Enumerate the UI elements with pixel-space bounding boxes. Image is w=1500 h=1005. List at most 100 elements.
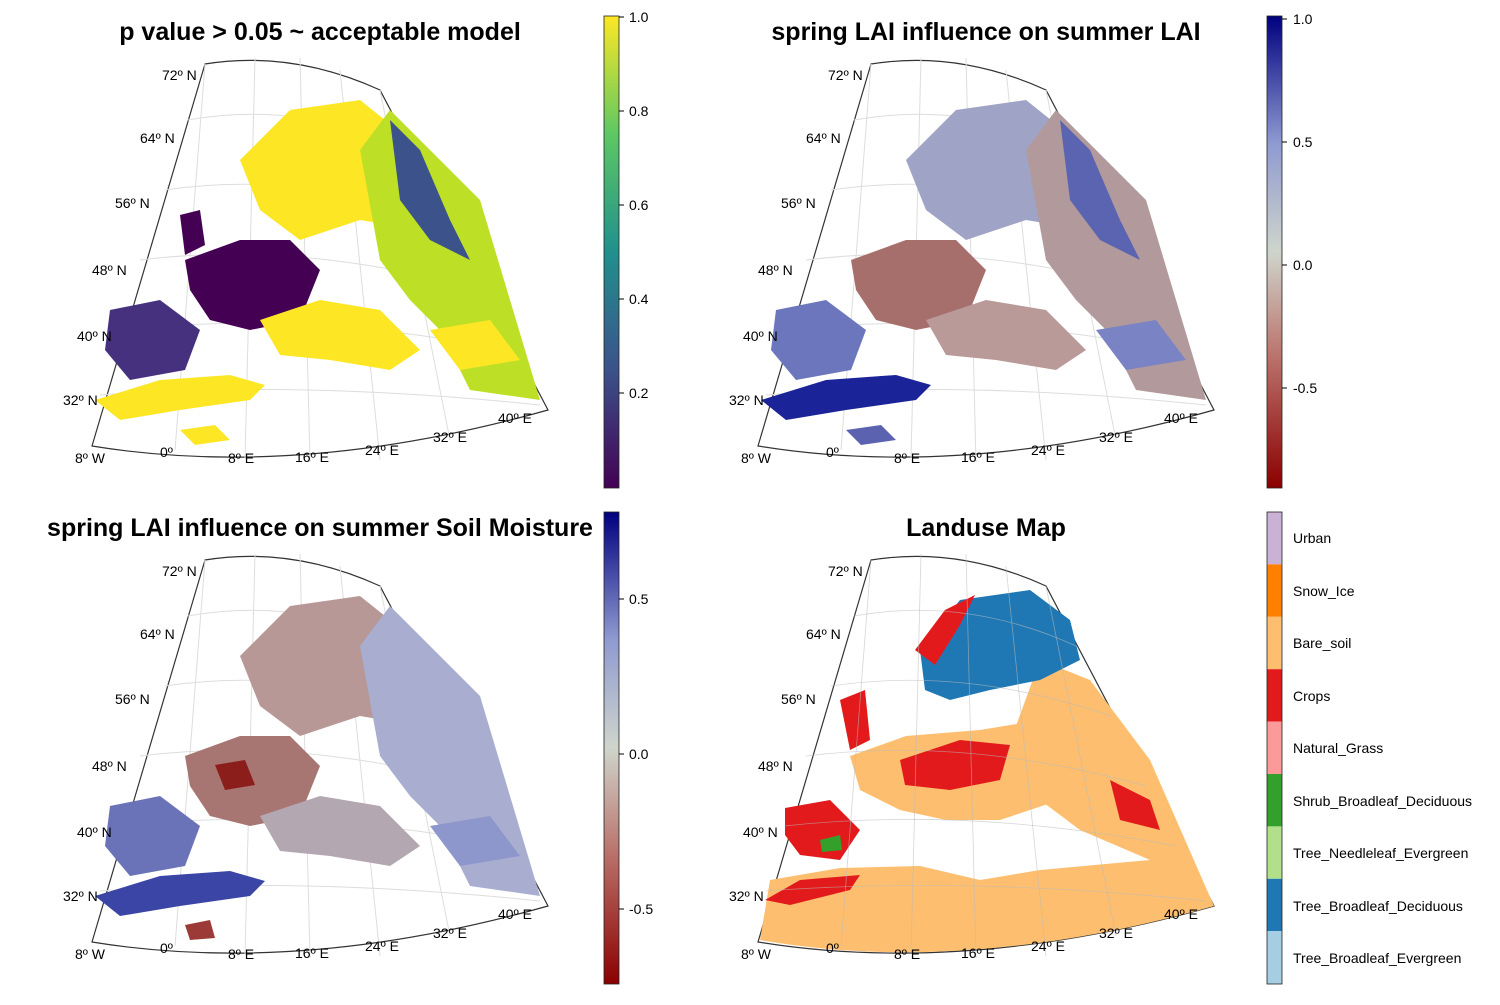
land-central: [185, 240, 320, 330]
lat-label: 48º N: [758, 262, 793, 278]
legend-label: Natural_Grass: [1293, 740, 1383, 756]
panel-lai-lai: spring LAI influence on summer LAI 72º N…: [729, 11, 1317, 489]
land-central-dark: [215, 760, 255, 790]
lat-label: 40º N: [77, 824, 112, 840]
lat-label: 64º N: [140, 626, 175, 642]
lat-labels: 72º N 64º N 56º N 48º N 40º N 32º N: [63, 563, 197, 904]
land-crops-africa: [765, 875, 860, 905]
land-africa-2: [180, 425, 230, 445]
lon-label: 16º E: [295, 449, 329, 465]
colorbar-tick-label: 0.6: [629, 197, 649, 213]
chart-title: p value > 0.05 ~ acceptable model: [119, 18, 521, 46]
land-south: [260, 300, 420, 370]
colorbar-tick-label: 0.0: [1293, 257, 1313, 273]
legend-label: Crops: [1293, 688, 1330, 704]
lon-label: 32º E: [433, 429, 467, 445]
lat-label: 40º N: [743, 328, 778, 344]
land-east-blue: [1060, 120, 1140, 260]
lon-label: 40º E: [1164, 906, 1198, 922]
lat-label: 48º N: [92, 262, 127, 278]
lon-labels: 8º W 0º 8º E 16º E 24º E 32º E 40º E: [741, 906, 1198, 962]
lon-label: 8º E: [228, 946, 254, 962]
lon-label: 16º E: [295, 945, 329, 961]
lon-label: 32º E: [433, 925, 467, 941]
land-south: [926, 300, 1086, 370]
lon-label: 8º W: [75, 946, 106, 962]
colorbar-tick-label: 0.4: [629, 291, 649, 307]
lon-label: 24º E: [1031, 938, 1065, 954]
lon-labels: 8º W 0º 8º E 16º E 24º E 32º E 40º E: [75, 410, 532, 466]
colorbar-tick-label: 0.5: [1293, 134, 1313, 150]
land-south: [260, 796, 420, 866]
colorbar-tick-label: 0.0: [629, 746, 649, 762]
legend-label: Tree_Broadleaf_Evergreen: [1293, 950, 1461, 966]
lat-label: 48º N: [92, 758, 127, 774]
colorbar-ticks: -0.5 0.0 0.5: [619, 591, 653, 917]
lat-label: 32º N: [63, 392, 98, 408]
legend-swatch: [1267, 774, 1282, 827]
landuse-legend: Urban Snow_Ice Bare_soil Crops Natural_G…: [1266, 511, 1472, 985]
legend-label: Tree_Broadleaf_Deciduous: [1293, 898, 1463, 914]
lat-label: 72º N: [162, 563, 197, 579]
colorbar-ticks: -0.5 0.0 0.5 1.0: [1282, 11, 1317, 396]
land-east-dark: [390, 120, 470, 260]
lat-label: 64º N: [806, 626, 841, 642]
lon-label: 40º E: [498, 906, 532, 922]
lon-label: 32º E: [1099, 925, 1133, 941]
land-turkey: [430, 816, 520, 866]
lat-label: 56º N: [115, 195, 150, 211]
lat-label: 72º N: [162, 67, 197, 83]
land-fill: [760, 590, 1214, 953]
legend-swatch: [1267, 878, 1282, 932]
lon-label: 8º E: [894, 450, 920, 466]
legend-swatch: [1267, 669, 1282, 722]
lon-label: 8º E: [228, 450, 254, 466]
land-africa-2: [846, 425, 896, 445]
lon-label: 24º E: [1031, 442, 1065, 458]
legend-label: Shrub_Broadleaf_Deciduous: [1293, 793, 1472, 809]
lat-label: 32º N: [63, 888, 98, 904]
land-fill: [95, 596, 540, 940]
land-iberia: [105, 796, 200, 876]
colorbar-tick-label: 1.0: [629, 9, 649, 25]
land-bare-east: [1000, 660, 1214, 906]
panel-pvalue: p value > 0.05 ~ acceptable model 72º N …: [63, 9, 649, 489]
lat-label: 64º N: [140, 130, 175, 146]
lon-label: 8º W: [741, 450, 772, 466]
lat-labels: 72º N 64º N 56º N 48º N 40º N 32º N: [729, 563, 863, 904]
lat-label: 72º N: [828, 67, 863, 83]
colorbar: [603, 15, 620, 489]
colorbar-ticks: 0.2 0.4 0.6 0.8 1.0: [619, 9, 649, 401]
land-central: [851, 240, 986, 330]
chart-title: Landuse Map: [906, 514, 1066, 542]
lon-label: 8º E: [894, 946, 920, 962]
legend-frame: [1266, 511, 1283, 985]
lat-label: 40º N: [743, 824, 778, 840]
lat-label: 56º N: [781, 195, 816, 211]
lat-label: 56º N: [781, 691, 816, 707]
lat-label: 32º N: [729, 888, 764, 904]
lon-labels: 8º W 0º 8º E 16º E 24º E 32º E 40º E: [75, 906, 532, 962]
lon-label: 24º E: [365, 442, 399, 458]
colorbar-tick-label: 0.8: [629, 103, 649, 119]
lon-label: 40º E: [498, 410, 532, 426]
lat-label: 64º N: [806, 130, 841, 146]
land-africa: [761, 375, 931, 420]
lon-label: 8º W: [75, 450, 106, 466]
panel-lai-soil: spring LAI influence on summer Soil Mois…: [47, 511, 653, 985]
lon-label: 16º E: [961, 449, 995, 465]
land-iberia: [771, 300, 866, 380]
colorbar-tick-label: 0.2: [629, 385, 649, 401]
legend-swatch: [1267, 826, 1282, 879]
legend-swatch: [1267, 564, 1282, 617]
colorbar: [1266, 15, 1283, 489]
legend-label: Bare_soil: [1293, 635, 1351, 651]
chart-title: spring LAI influence on summer LAI: [771, 18, 1200, 46]
land-crops-britain: [840, 690, 870, 750]
land-iberia: [105, 300, 200, 380]
colorbar-tick-label: 0.5: [629, 591, 649, 607]
land-fill: [761, 100, 1206, 445]
lat-label: 48º N: [758, 758, 793, 774]
land-britain: [180, 210, 205, 255]
